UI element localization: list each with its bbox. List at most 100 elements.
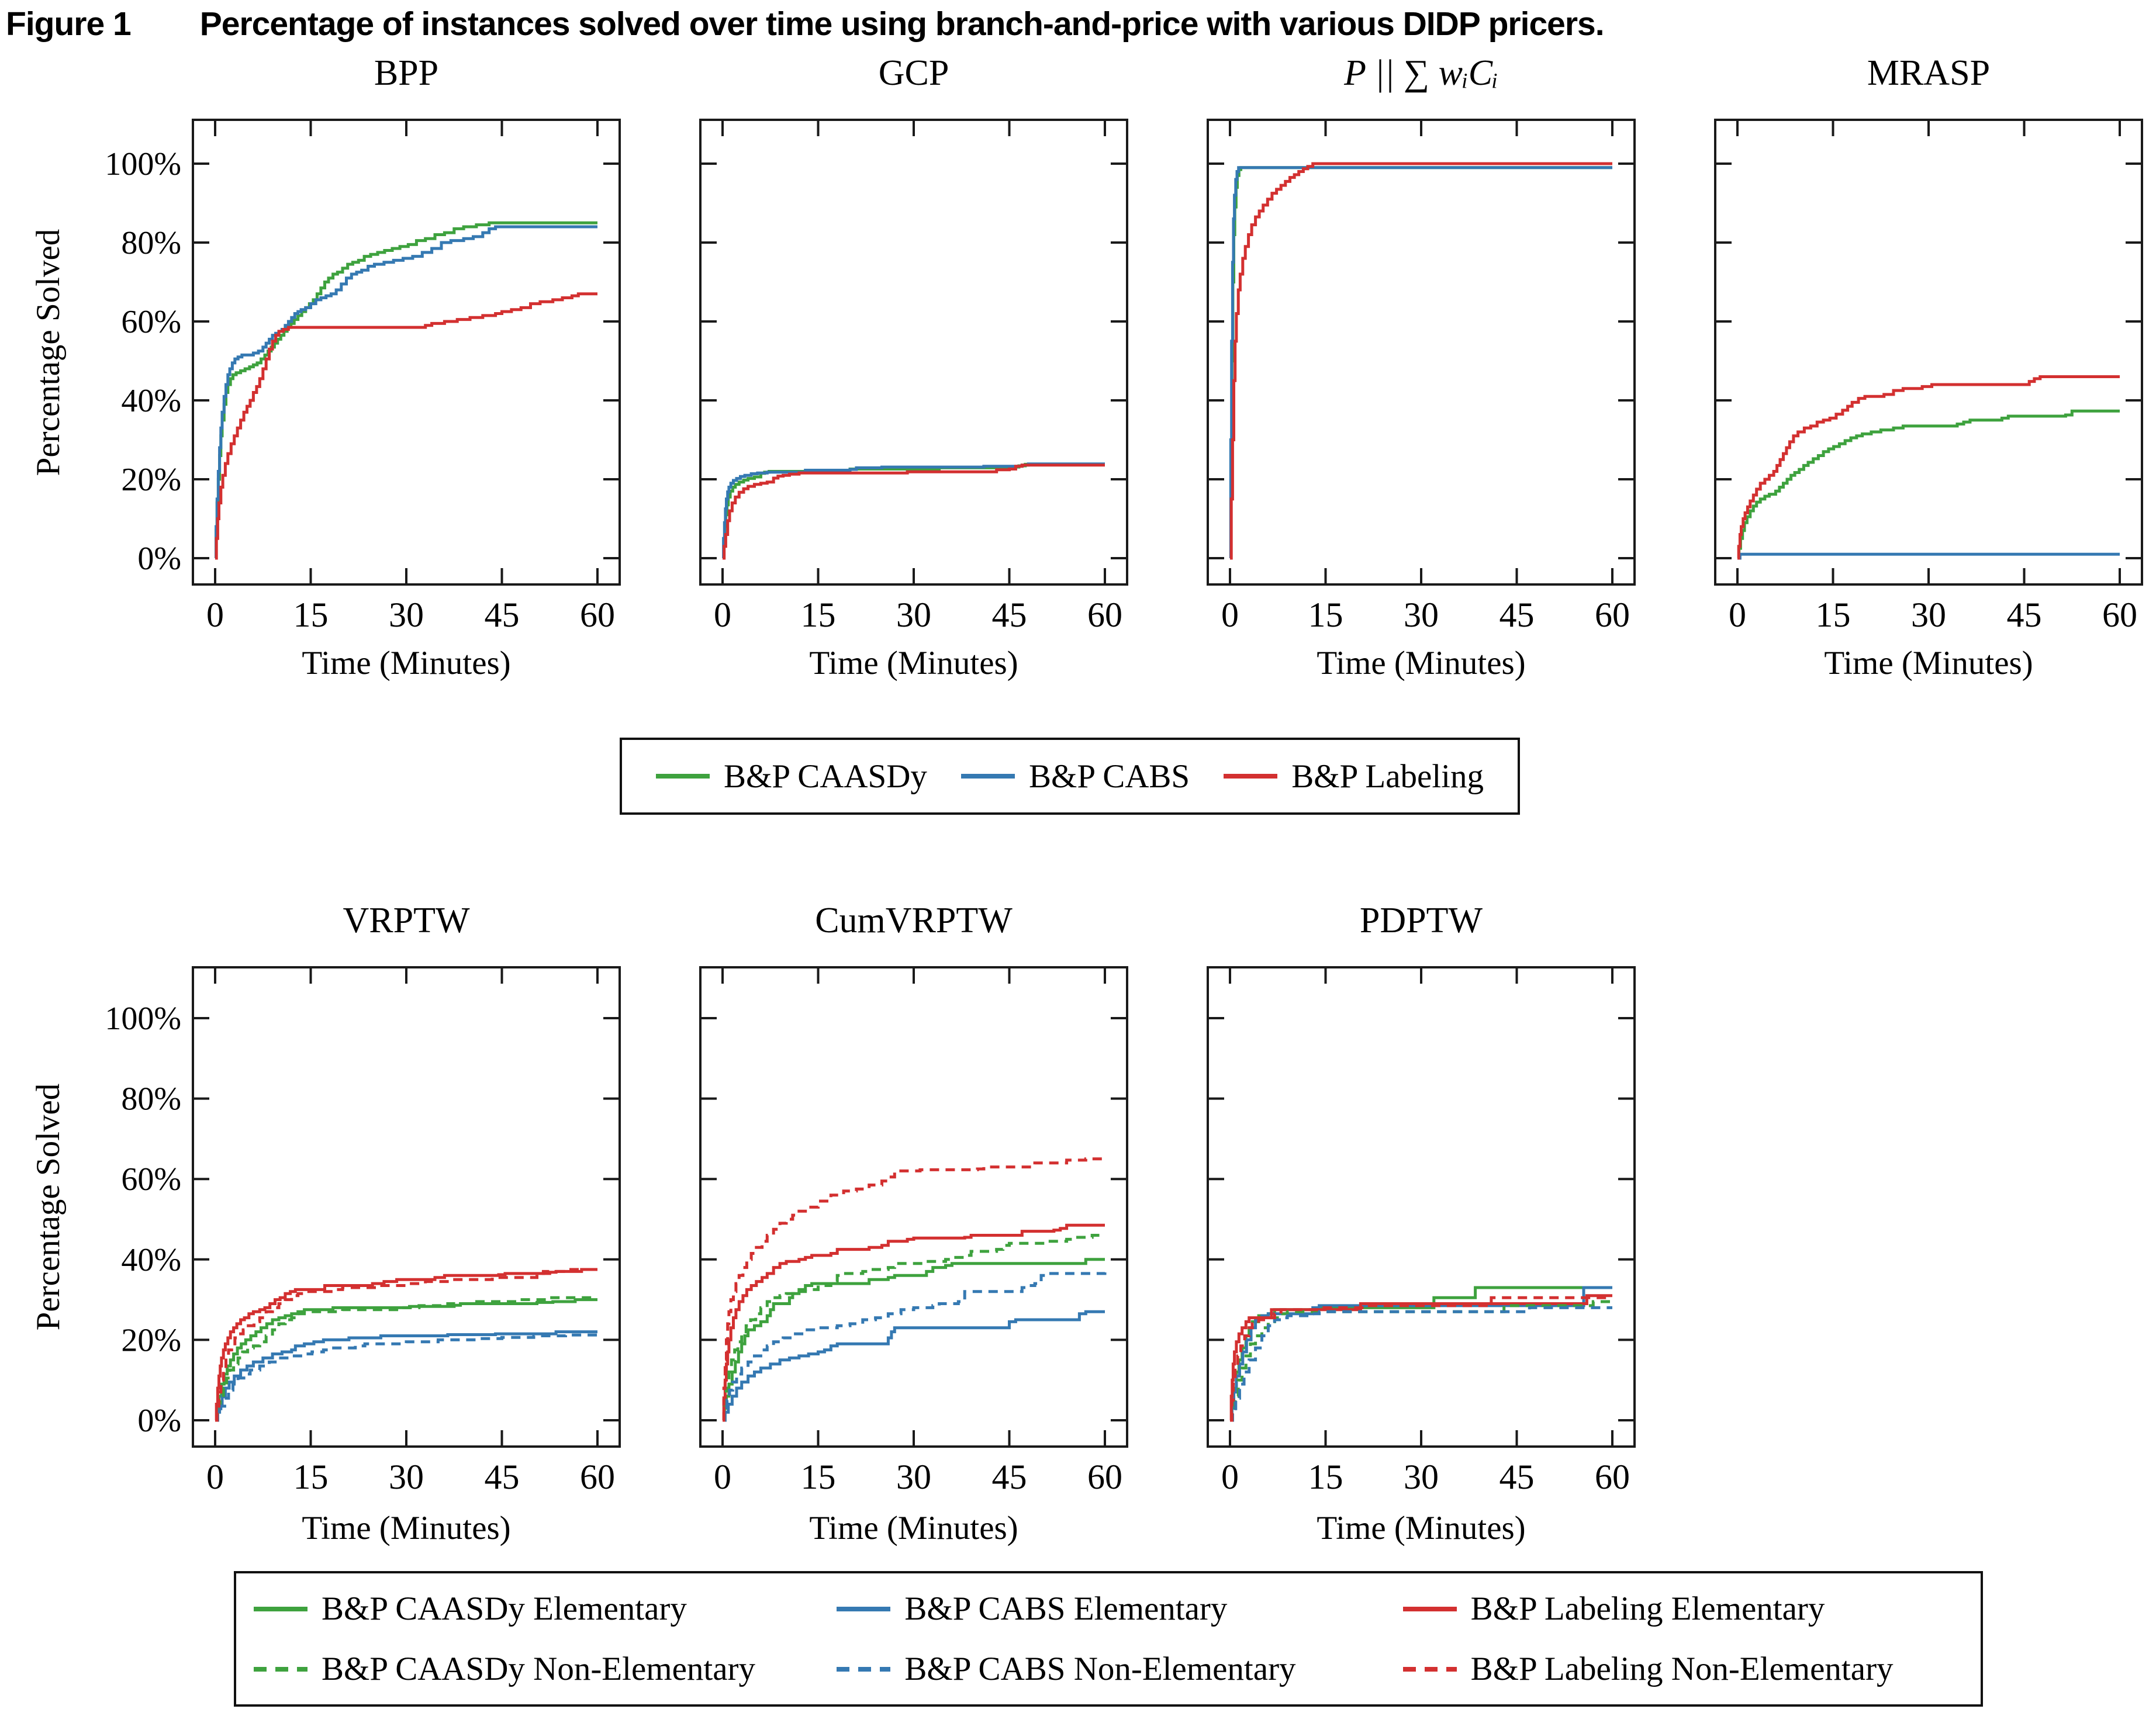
svg-text:60: 60 — [580, 1458, 615, 1496]
svg-text:45: 45 — [992, 596, 1027, 634]
gcp-chart-canvas: 0 15 30 45 60 — [699, 119, 1128, 634]
svg-text:30: 30 — [896, 596, 931, 634]
subplot-mrasp: MRASP 0 15 30 45 60 Time (Minutes) — [1592, 53, 2156, 698]
figure-header: Figure 1 Percentage of instances solved o… — [6, 5, 2110, 46]
legend-label: B&P Labeling Elementary — [1470, 1590, 1825, 1627]
legend-line-labeling-non-elementary — [1402, 1666, 1457, 1672]
subplot-gcp: GCP 0 15 30 45 60 Time (Minutes) — [578, 53, 1145, 698]
subplot-title-pdptw: PDPTW — [1359, 901, 1483, 940]
x-axis-label: Time (Minutes) — [1824, 645, 2033, 681]
legend-line-cabs — [961, 774, 1015, 779]
legend-entry-caasdy: B&P CAASDy — [656, 757, 927, 795]
svg-text:60%: 60% — [121, 1161, 181, 1198]
x-axis-label: Time (Minutes) — [1317, 1510, 1526, 1547]
svg-text:30: 30 — [389, 596, 424, 634]
figure-number: Figure 1 — [6, 5, 132, 43]
subplot-pdptw: PDPTW 0 15 30 45 60 Time (Minutes) — [1085, 900, 1652, 1563]
subplot-title-vrptw: VRPTW — [343, 901, 470, 940]
legend-entry-caasdy-non-elementary: B&P CAASDy Non-Elementary — [254, 1650, 837, 1688]
x-axis-label: Time (Minutes) — [809, 645, 1018, 681]
legend-label: B&P Labeling Non-Elementary — [1470, 1651, 1894, 1687]
svg-text:80%: 80% — [121, 1081, 181, 1118]
svg-text:45: 45 — [1499, 596, 1535, 634]
svg-text:15: 15 — [1308, 1458, 1343, 1496]
pdptw-chart-canvas: 0 15 30 45 60 — [1207, 966, 1636, 1496]
subplot-title-p-sum-wici: P || ∑ wᵢCᵢ — [1344, 53, 1498, 93]
subplot-title-bpp: BPP — [374, 53, 439, 93]
svg-text:60: 60 — [2102, 596, 2137, 634]
legend-bottom: B&P CAASDy Elementary B&P CABS Elementar… — [234, 1571, 1983, 1707]
subplot-p-sum-wici: P || ∑ wᵢCᵢ 0 15 30 45 60 Time (Minutes) — [1085, 53, 1652, 698]
subplot-title-gcp: GCP — [878, 53, 949, 93]
svg-text:0: 0 — [206, 596, 224, 634]
svg-text:60: 60 — [1595, 596, 1630, 634]
svg-text:100%: 100% — [105, 146, 181, 182]
svg-text:60%: 60% — [121, 304, 181, 340]
svg-text:45: 45 — [485, 596, 520, 634]
svg-text:60: 60 — [580, 596, 615, 634]
svg-text:15: 15 — [293, 1458, 329, 1496]
svg-text:0: 0 — [1221, 1458, 1239, 1496]
legend-top: B&P CAASDy B&P CABS B&P Labeling — [620, 738, 1520, 815]
mrasp-chart-canvas: 0 15 30 45 60 — [1714, 119, 2143, 634]
svg-text:0: 0 — [1221, 596, 1239, 634]
legend-entry-caasdy-elementary: B&P CAASDy Elementary — [254, 1590, 837, 1628]
legend-label: B&P CAASDy Non-Elementary — [322, 1651, 756, 1687]
legend-entry-cabs: B&P CABS — [961, 757, 1190, 795]
subplot-cumvrptw: CumVRPTW 0 15 30 45 60 Time (Minutes) — [578, 900, 1145, 1563]
svg-text:0%: 0% — [137, 541, 181, 577]
legend-line-labeling — [1224, 774, 1278, 779]
svg-text:15: 15 — [1308, 596, 1343, 634]
legend-label: B&P CAASDy Elementary — [322, 1590, 687, 1627]
svg-text:30: 30 — [389, 1458, 424, 1496]
svg-text:15: 15 — [1816, 596, 1851, 634]
legend-line-labeling-elementary — [1402, 1606, 1457, 1611]
legend-label: B&P CABS — [1029, 757, 1190, 795]
svg-text:45: 45 — [992, 1458, 1027, 1496]
subplot-title-mrasp: MRASP — [1867, 53, 1991, 93]
legend-entry-cabs-non-elementary: B&P CABS Non-Elementary — [837, 1650, 1402, 1688]
svg-text:80%: 80% — [121, 225, 181, 261]
svg-text:100%: 100% — [105, 1001, 181, 1037]
svg-text:40%: 40% — [121, 1242, 181, 1278]
svg-text:15: 15 — [801, 596, 836, 634]
bpp-chart-canvas: 0 15 30 45 60 0% 20% 40% 60% 80% 100% — [105, 119, 621, 634]
svg-text:15: 15 — [801, 1458, 836, 1496]
svg-text:60: 60 — [1087, 1458, 1122, 1496]
svg-text:30: 30 — [1404, 596, 1439, 634]
svg-text:15: 15 — [293, 596, 329, 634]
p-sum-wici-chart-canvas: 0 15 30 45 60 — [1207, 119, 1636, 634]
svg-text:45: 45 — [2007, 596, 2042, 634]
subplot-vrptw: VRPTW 0 15 30 45 60 0% 20% 40% 60% 80% 100% Time (… — [70, 900, 637, 1563]
x-axis-label: Time (Minutes) — [809, 1510, 1018, 1547]
y-axis-label-top-row: Percentage Solved — [30, 229, 67, 476]
figure-caption: Percentage of instances solved over time… — [199, 5, 1605, 43]
legend-label: B&P CAASDy — [724, 757, 927, 795]
x-axis-label: Time (Minutes) — [1317, 645, 1526, 681]
subplot-title-cumvrptw: CumVRPTW — [815, 901, 1013, 940]
svg-text:20%: 20% — [121, 462, 181, 498]
svg-text:30: 30 — [896, 1458, 931, 1496]
legend-label: B&P CABS Elementary — [904, 1590, 1228, 1627]
svg-text:0: 0 — [206, 1458, 224, 1496]
svg-text:30: 30 — [1911, 596, 1946, 634]
legend-label: B&P Labeling — [1291, 757, 1484, 795]
legend-entry-labeling-elementary: B&P Labeling Elementary — [1402, 1590, 1969, 1628]
legend-line-caasdy-non-elementary — [254, 1666, 307, 1672]
svg-text:0: 0 — [1729, 596, 1746, 634]
svg-text:45: 45 — [1499, 1458, 1535, 1496]
y-axis-label-bottom-row: Percentage Solved — [30, 1083, 67, 1331]
svg-text:60: 60 — [1087, 596, 1122, 634]
svg-text:60: 60 — [1595, 1458, 1630, 1496]
svg-text:0%: 0% — [137, 1403, 181, 1439]
legend-line-cabs-non-elementary — [837, 1666, 891, 1672]
legend-entry-labeling: B&P Labeling — [1224, 757, 1484, 795]
legend-line-cabs-elementary — [837, 1606, 891, 1611]
legend-line-caasdy-elementary — [254, 1606, 307, 1611]
svg-text:0: 0 — [714, 596, 731, 634]
svg-text:30: 30 — [1404, 1458, 1439, 1496]
legend-entry-labeling-non-elementary: B&P Labeling Non-Elementary — [1402, 1650, 1969, 1688]
subplot-bpp: BPP 0 15 30 45 60 0% 20% 40% 60% 80% 100% Time (Mi… — [70, 53, 637, 698]
svg-text:0: 0 — [714, 1458, 731, 1496]
